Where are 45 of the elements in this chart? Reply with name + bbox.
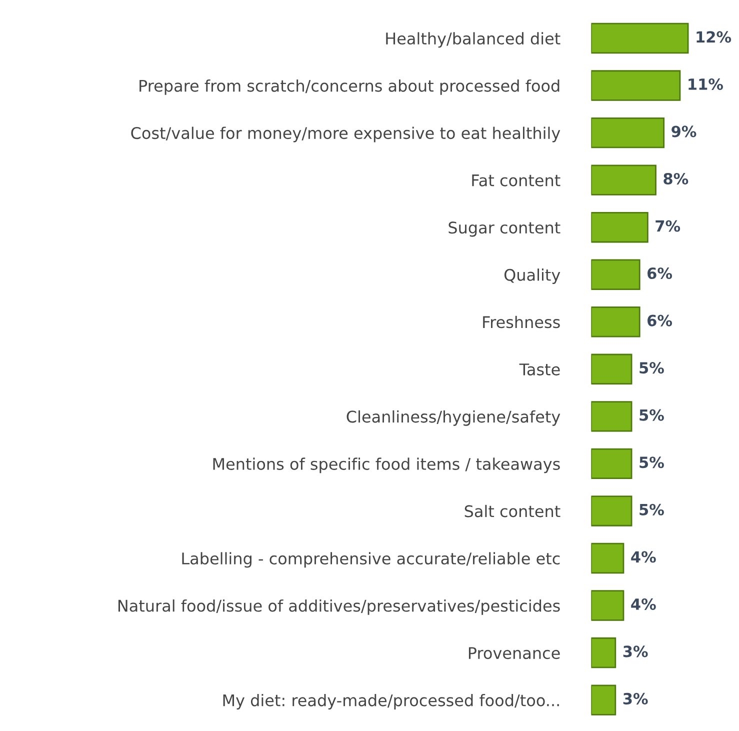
data-label: 5%: [640, 456, 664, 468]
y-tick-label: Prepare from scratch/concerns about processed food: [140, 79, 560, 95]
data-label: 5%: [640, 504, 664, 516]
bar: [591, 590, 624, 621]
data-label: 12%: [696, 31, 732, 43]
data-label: 6%: [648, 314, 672, 326]
data-label: 4%: [631, 551, 656, 563]
y-tick-label: My diet: ready-made/processed food/too...: [223, 694, 559, 710]
y-tick-label: Salt content: [464, 504, 560, 518]
data-label: 8%: [664, 172, 688, 185]
y-tick-label: Fat content: [472, 174, 560, 186]
y-tick-label: Natural food/issue of additives/preservatives/pesticides: [118, 599, 560, 615]
y-tick-label: Labelling - comprehensive accurate/reliable etc: [182, 552, 560, 568]
data-label: 3%: [623, 646, 648, 658]
bar: [591, 448, 632, 480]
bar: [591, 496, 632, 526]
bar: [591, 70, 681, 101]
data-label: 9%: [672, 126, 696, 138]
bar: [591, 542, 624, 574]
y-tick-label: Taste: [519, 364, 560, 376]
y-tick-label: Provenance: [468, 647, 560, 660]
y-tick-label: Quality: [504, 268, 560, 284]
y-tick-label: Cleanliness/hygiene/safety: [346, 410, 560, 426]
y-tick-label: Freshness: [483, 316, 560, 328]
y-tick-label: Healthy/balanced diet: [386, 32, 560, 48]
bar: [591, 306, 640, 338]
y-tick-label: Cost/value for money/more expensive to eat healthily: [131, 126, 560, 142]
bar: [591, 637, 616, 668]
data-label: 6%: [648, 267, 672, 280]
data-label: 3%: [623, 692, 648, 704]
bar: [591, 684, 616, 716]
bar: [591, 401, 632, 432]
bar: [591, 354, 632, 385]
bar: [591, 22, 689, 54]
bar: [591, 117, 665, 148]
data-label: 7%: [656, 220, 680, 232]
data-label: 11%: [688, 78, 723, 90]
y-tick-label: Mentions of specific food items / takeaways: [213, 458, 560, 474]
data-label: 4%: [631, 598, 656, 610]
bar: [591, 164, 656, 196]
data-label: 5%: [640, 362, 664, 374]
bar: [591, 259, 640, 290]
data-label: 5%: [640, 409, 664, 421]
y-tick-label: Sugar content: [448, 222, 560, 237]
bar: [591, 212, 648, 243]
